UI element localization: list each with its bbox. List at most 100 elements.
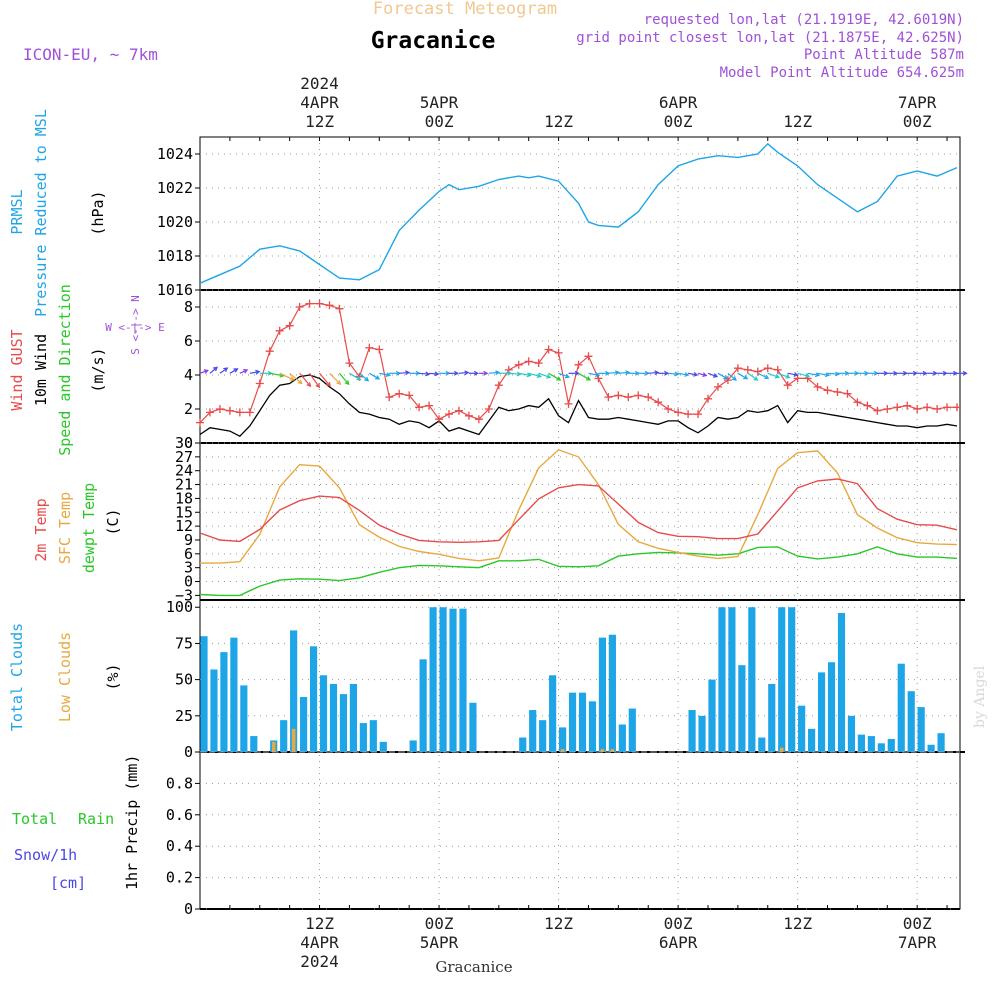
wind-gust-marker (494, 381, 503, 390)
wind-gust-marker (644, 393, 653, 402)
wind-gust-marker (345, 359, 354, 368)
temp-label-unit: (C) (104, 508, 122, 535)
total-cloud-bar (837, 613, 846, 752)
wind-direction-arrowhead (712, 373, 719, 378)
point-altitude: Point Altitude 587m (804, 47, 964, 63)
compass-horizontal: W <-|-> E (105, 321, 165, 334)
wind-gust-marker (863, 401, 872, 410)
bottom-time-label: 2024 (300, 952, 339, 971)
wind-direction-arrowhead (473, 370, 479, 376)
wind-gust-marker (445, 410, 454, 419)
wind-direction-arrow (299, 372, 311, 387)
wind-gust-marker (713, 382, 722, 391)
wind-direction-arrowhead (516, 371, 522, 377)
wind-gust-marker (265, 347, 274, 356)
pressure-line (199, 142, 958, 284)
pressure-ytick-label: 1020 (157, 213, 193, 231)
panel-grids: 1016101810201022102402468−30369121518212… (157, 137, 960, 918)
wind-gust-marker (554, 348, 563, 357)
wind-direction-arrowhead (495, 370, 501, 376)
clouds-ytick-label: 75 (175, 634, 193, 652)
wind-direction-arrowhead (774, 373, 780, 379)
total-cloud-bar (808, 728, 816, 752)
wind-direction-arrow (219, 367, 228, 374)
temp-2m-line (199, 478, 958, 544)
clouds-ytick-label: 100 (166, 598, 193, 616)
wind-gust-marker (614, 391, 623, 400)
wind-direction-arrowhead (434, 371, 440, 377)
wind-ytick-label: 6 (184, 332, 193, 350)
wind-direction-arrowhead (962, 370, 968, 376)
grid-point-coords: grid point closest lon,lat (21.1875E, 42… (576, 30, 964, 46)
total-cloud-bar (558, 727, 567, 752)
wind-direction-arrow (707, 372, 718, 378)
low-cloud-bar (610, 749, 615, 752)
total-cloud-bar (240, 685, 248, 752)
wind-gust-marker (674, 408, 683, 417)
total-cloud-bar (718, 607, 726, 752)
wind-direction-arrowhead (702, 372, 708, 378)
wind-direction-arrowhead (213, 366, 219, 372)
clouds-label-low: Low Clouds (56, 632, 74, 722)
top-time-label: 00Z (425, 112, 454, 131)
total-cloud-bar (439, 607, 447, 752)
wind-direction-arrow (757, 372, 769, 379)
wind-panel (196, 299, 968, 437)
total-cloud-bar (379, 741, 387, 752)
wind-direction-arrow (827, 372, 839, 375)
wind-gust-marker (793, 374, 802, 383)
wind-direction-arrow (199, 369, 208, 374)
wind-direction-arrowhead (753, 376, 759, 381)
total-cloud-bar (349, 683, 357, 752)
wind-gust-marker (215, 405, 224, 413)
wind-gust-marker (883, 405, 892, 413)
bottom-time-label: 12Z (305, 914, 334, 933)
wind-direction-arrowhead (483, 370, 489, 376)
wind-direction-arrowhead (902, 370, 908, 376)
total-cloud-bar (897, 663, 905, 752)
wind-direction-arrowhead (356, 375, 362, 381)
total-cloud-bar (578, 692, 587, 752)
precip-ytick-label: 0.8 (166, 774, 193, 792)
wind-gust-marker (245, 408, 254, 417)
wind-direction-arrowhead (255, 369, 261, 375)
wind-direction-arrow (329, 372, 341, 385)
wind-gust-marker (773, 365, 782, 374)
wind-gust-marker (664, 405, 673, 413)
wind-gust-marker (753, 367, 762, 376)
wind-gust-marker (913, 405, 922, 413)
wind-direction-arrow (369, 372, 380, 380)
wind-direction-arrowhead (405, 370, 411, 376)
bottom-time-label: 5APR (420, 933, 459, 952)
sfc-temp-line (200, 449, 958, 564)
wind-direction-arrow (678, 372, 689, 376)
total-cloud-bar (459, 608, 467, 752)
wind-direction-arrow (279, 372, 294, 381)
wind-gust-marker (783, 381, 792, 390)
low-cloud-bar (600, 749, 605, 752)
top-time-label: 5APR (420, 93, 459, 112)
wind-direction-arrow (249, 371, 260, 374)
wind-gust-marker (763, 364, 772, 373)
wind-direction-arrow (379, 372, 390, 376)
top-time-label: 6APR (659, 93, 698, 112)
total-cloud-bar (827, 662, 836, 752)
wind-gust-marker (733, 364, 742, 373)
wind-label-gust: Wind GUST (8, 329, 26, 410)
wind-gust-marker (544, 345, 553, 354)
wind-gust-marker (385, 393, 394, 402)
wind-gust-marker (893, 403, 902, 412)
wind-gust-marker (703, 394, 712, 403)
total-cloud-bar (847, 715, 856, 752)
wind-direction-arrow (319, 372, 331, 387)
bottom-time-label: 00Z (903, 914, 932, 933)
wind-direction-arrowhead (595, 372, 601, 378)
precip-ytick-label: 0.2 (166, 869, 193, 887)
wind-direction-arrowhead (693, 371, 699, 377)
wind-gust-marker (295, 303, 304, 311)
wind-direction-arrowhead (203, 369, 209, 374)
wind-direction-arrowhead (932, 370, 938, 376)
wind-label-direction: Speed and Direction (56, 284, 74, 456)
panel-frames (199, 136, 965, 910)
